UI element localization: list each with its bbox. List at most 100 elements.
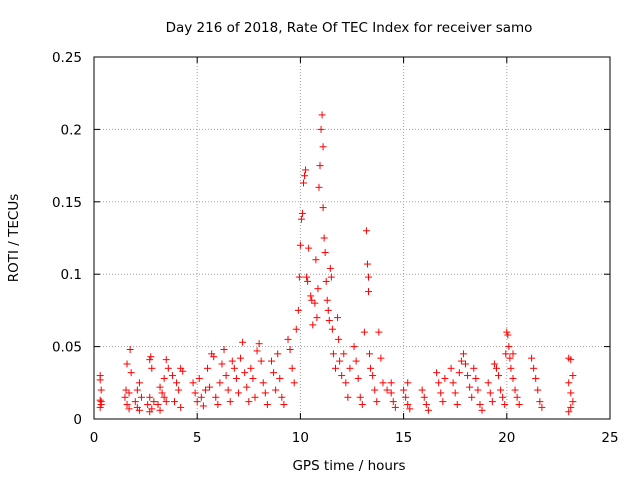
data-point — [567, 356, 575, 364]
data-point — [331, 364, 339, 372]
data-point — [189, 379, 197, 387]
data-point — [309, 321, 317, 329]
data-point — [484, 379, 492, 387]
data-point — [297, 215, 305, 223]
data-point — [135, 406, 143, 414]
data-point — [146, 393, 154, 401]
data-point — [304, 277, 312, 285]
data-point — [462, 360, 470, 368]
data-point — [131, 398, 139, 406]
data-point — [497, 386, 505, 394]
data-point — [216, 379, 224, 387]
data-point — [379, 379, 387, 387]
data-point — [156, 383, 164, 391]
data-point — [146, 356, 154, 364]
data-point — [437, 389, 445, 397]
data-point — [362, 227, 370, 235]
data-point — [478, 406, 486, 414]
data-point — [257, 357, 265, 365]
data-point — [363, 260, 371, 268]
data-point — [316, 162, 324, 170]
data-point — [193, 398, 201, 406]
data-point — [358, 401, 366, 409]
data-point — [286, 345, 294, 353]
data-point — [210, 353, 218, 361]
data-point — [311, 299, 319, 307]
x-tick-label: 25 — [601, 430, 618, 446]
data-point — [263, 401, 271, 409]
data-point — [247, 364, 255, 372]
data-point — [302, 166, 310, 174]
data-point — [387, 389, 395, 397]
data-point — [179, 367, 187, 375]
y-tick-label: 0.2 — [61, 122, 82, 138]
data-point — [338, 372, 346, 380]
data-point — [470, 364, 478, 372]
data-point — [383, 386, 391, 394]
data-point — [323, 296, 331, 304]
data-point — [228, 357, 236, 365]
data-point — [272, 386, 280, 394]
data-point — [127, 369, 135, 377]
data-point — [164, 364, 172, 372]
data-point — [406, 405, 414, 413]
data-point — [509, 374, 517, 382]
data-point — [97, 398, 105, 406]
data-point — [135, 379, 143, 387]
data-point — [144, 401, 152, 409]
data-point — [295, 273, 303, 281]
y-axis-label: ROTI / TECUs — [6, 194, 22, 282]
data-point — [298, 209, 306, 217]
data-point — [296, 241, 304, 249]
data-point — [365, 273, 373, 281]
data-point — [433, 369, 441, 377]
grid-lines — [94, 57, 610, 419]
data-point — [387, 379, 395, 387]
data-point — [249, 374, 257, 382]
data-point — [312, 256, 320, 264]
data-point — [294, 306, 302, 314]
data-point — [276, 374, 284, 382]
x-axis-label: GPS time / hours — [292, 458, 405, 474]
data-point — [251, 393, 259, 401]
data-point — [133, 386, 141, 394]
data-point — [255, 340, 263, 348]
data-point — [464, 372, 472, 380]
data-point — [123, 360, 131, 368]
data-point — [466, 383, 474, 391]
data-point — [160, 374, 168, 382]
data-point — [515, 401, 523, 409]
data-point — [453, 401, 461, 409]
data-point — [402, 393, 410, 401]
data-point — [422, 401, 430, 409]
data-point — [268, 357, 276, 365]
data-point — [237, 354, 245, 362]
data-point — [175, 386, 183, 394]
y-tick-label: 0.1 — [61, 267, 82, 283]
data-point — [492, 364, 500, 372]
x-tick-label: 15 — [395, 430, 412, 446]
data-point — [224, 386, 232, 394]
data-point — [147, 353, 155, 361]
data-point — [222, 372, 230, 380]
data-point — [232, 374, 240, 382]
data-point — [346, 364, 354, 372]
data-point — [441, 374, 449, 382]
data-point — [191, 389, 199, 397]
data-point — [122, 386, 130, 394]
data-point — [204, 364, 212, 372]
data-point — [455, 369, 463, 377]
data-point — [160, 393, 168, 401]
data-point — [305, 244, 313, 252]
data-point — [528, 354, 536, 362]
data-point — [449, 379, 457, 387]
data-point — [459, 350, 467, 358]
data-point — [327, 273, 335, 281]
data-point — [322, 277, 330, 285]
data-point — [503, 328, 511, 336]
data-point — [495, 372, 503, 380]
data-point — [280, 401, 288, 409]
data-point — [507, 364, 515, 372]
data-point — [354, 374, 362, 382]
